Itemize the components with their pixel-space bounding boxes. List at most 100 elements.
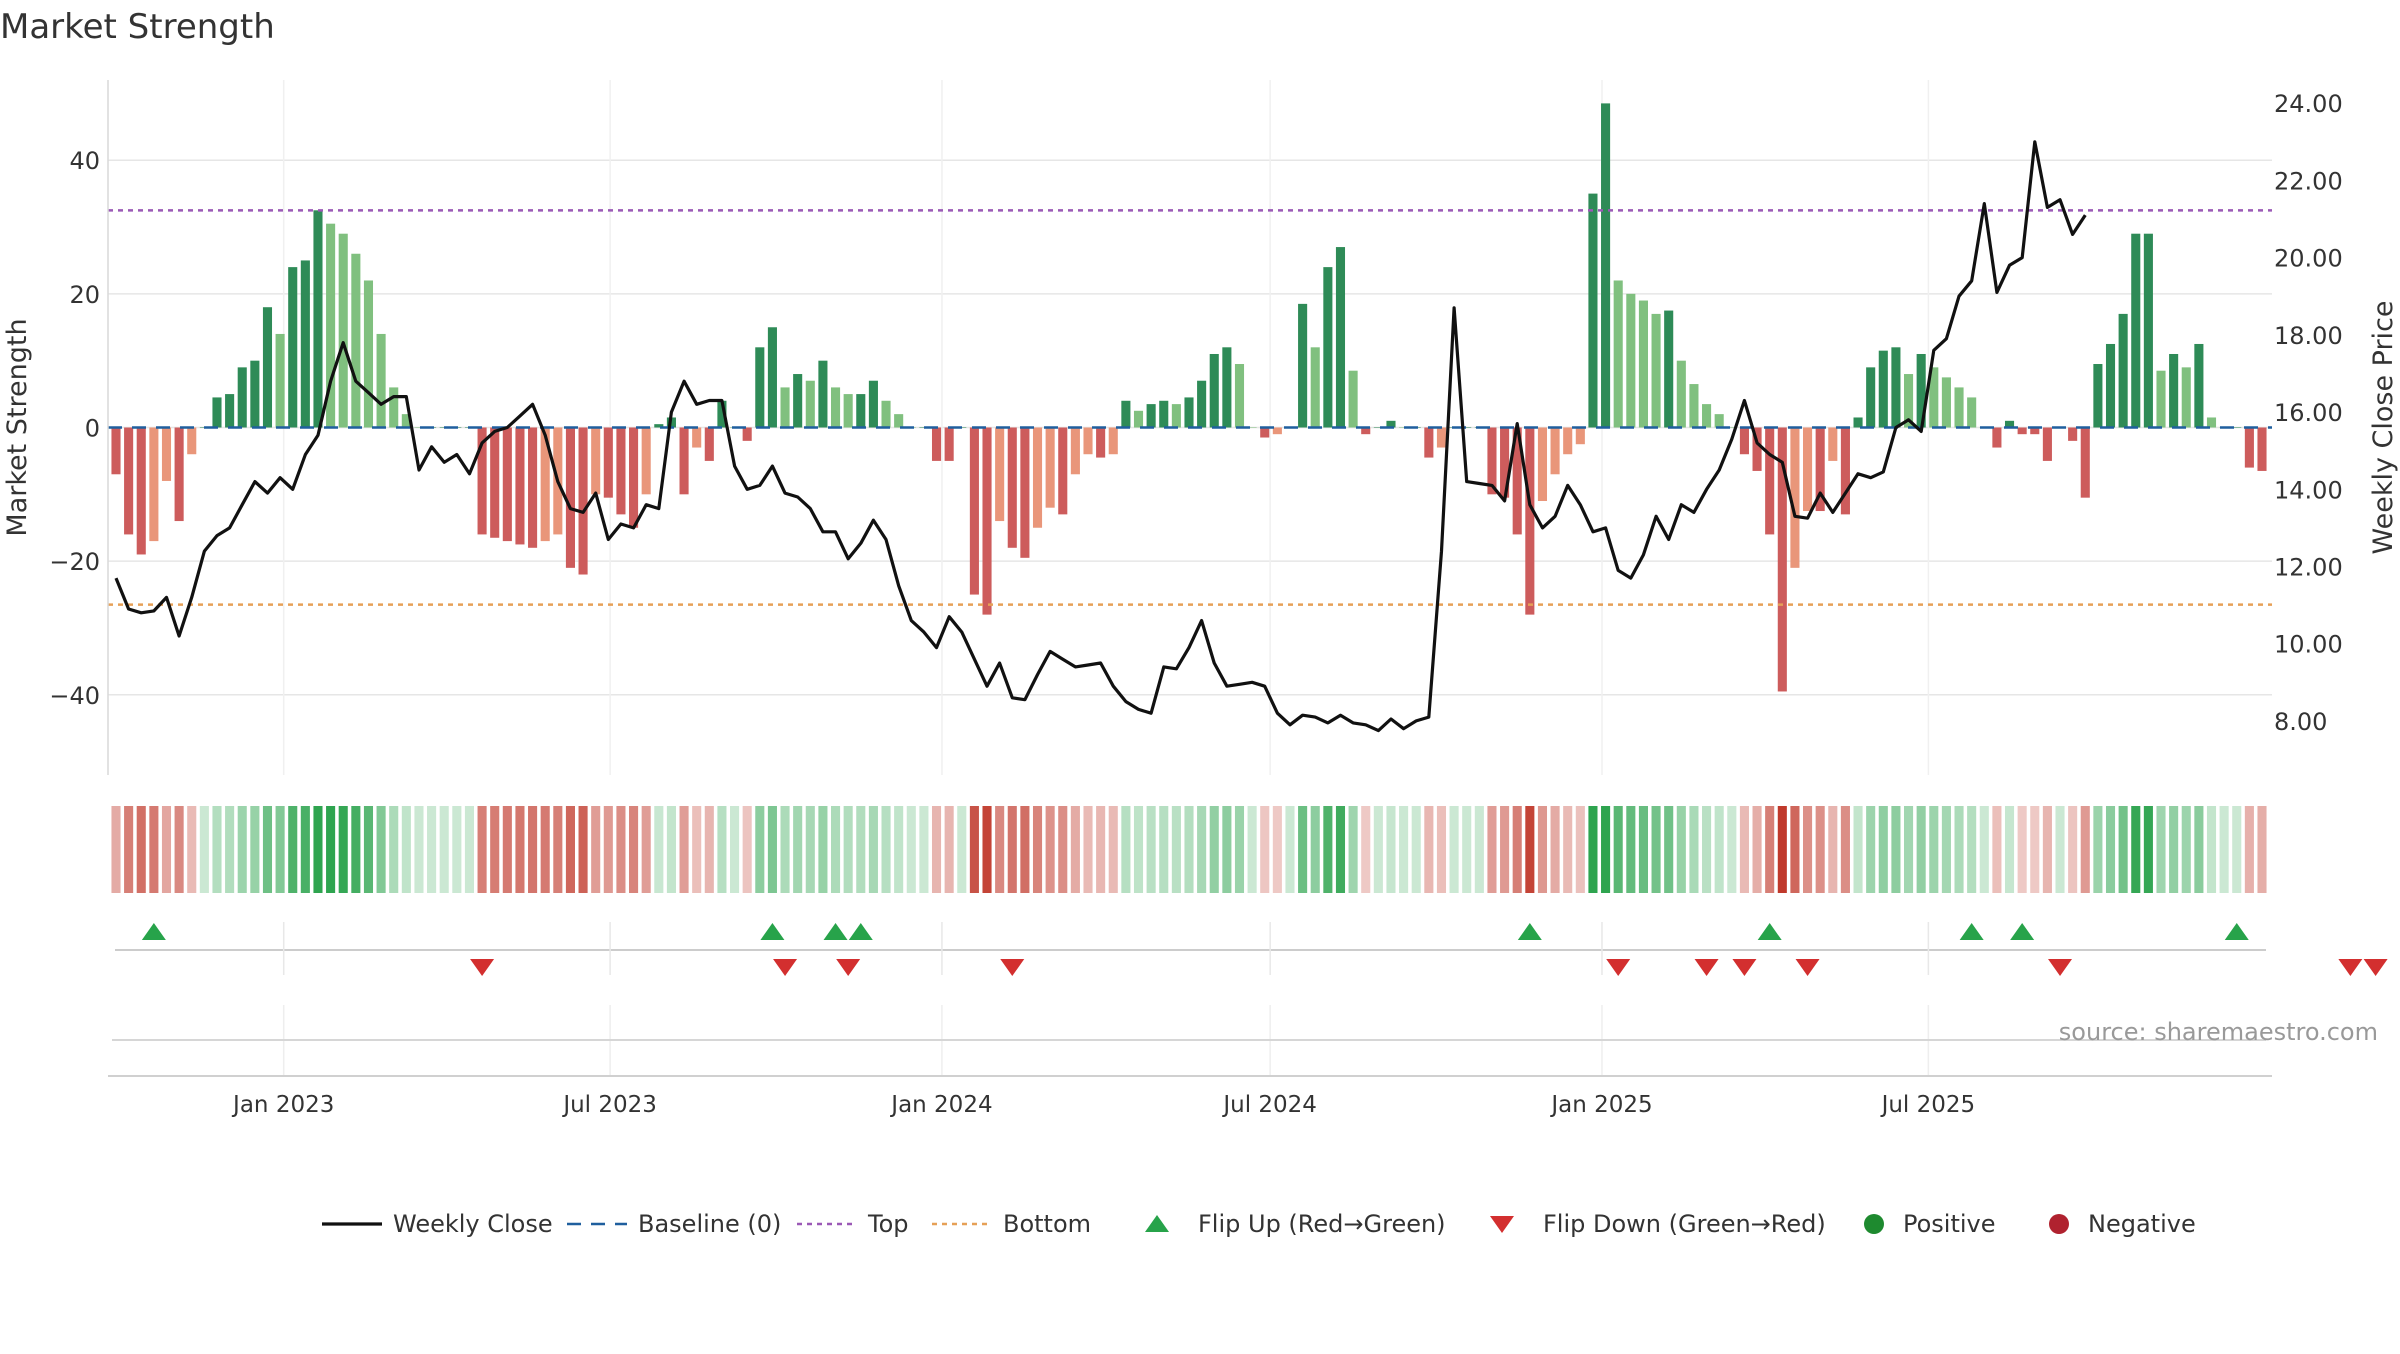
- strength-bar: [995, 427, 1005, 522]
- heat-cell: [427, 806, 437, 893]
- heat-cell: [1399, 806, 1409, 893]
- heat-cell: [1462, 806, 1472, 893]
- strength-bar: [1323, 267, 1333, 428]
- heat-cell: [1790, 806, 1800, 893]
- strength-bar: [1007, 427, 1017, 548]
- heat-cell: [275, 806, 285, 893]
- strength-bar: [1260, 427, 1270, 438]
- strength-bar: [313, 210, 323, 428]
- strength-bar: [856, 394, 866, 428]
- strength-bar: [136, 427, 146, 555]
- flip-down-marker: [2363, 959, 2388, 976]
- legend-item: Bottom: [932, 1210, 1091, 1238]
- heat-cell: [1159, 806, 1169, 893]
- strength-bar: [1929, 367, 1939, 428]
- strength-bar: [1361, 427, 1371, 435]
- strength-bar: [1209, 353, 1219, 428]
- strength-bar: [490, 427, 500, 538]
- y-tick-label-left: −20: [49, 548, 100, 576]
- heat-cell: [2118, 806, 2128, 893]
- heat-cell: [1878, 806, 1888, 893]
- legend-item: Baseline (0): [567, 1210, 781, 1238]
- heat-cell: [1575, 806, 1585, 893]
- strength-bar: [1121, 400, 1131, 428]
- heat-cell: [1777, 806, 1787, 893]
- strength-bar: [515, 427, 525, 545]
- strength-bar: [1512, 427, 1522, 535]
- strength-bar: [1234, 364, 1245, 428]
- strength-bar: [1070, 427, 1080, 475]
- heat-cell: [1601, 806, 1611, 893]
- x-tick-label: Jan 2025: [1549, 1092, 1652, 1118]
- source-note: source: sharemaestro.com: [2059, 1018, 2378, 1046]
- legend-item: Negative: [2049, 1210, 2196, 1238]
- heat-cell: [755, 806, 765, 893]
- strength-bar: [1298, 303, 1308, 428]
- strength-bar: [1500, 427, 1510, 498]
- y-tick-label-right: 16.00: [2274, 399, 2343, 427]
- heat-cell: [1310, 806, 1320, 893]
- heat-cell: [1588, 806, 1598, 893]
- heat-cell: [1626, 806, 1636, 893]
- heat-cell: [1563, 806, 1573, 893]
- heat-cell: [2105, 806, 2116, 893]
- strength-bar: [881, 400, 891, 428]
- reference-lines: [108, 209, 2272, 606]
- strength-bar: [1020, 427, 1030, 558]
- heat-cell: [957, 806, 967, 893]
- heat-cell: [1550, 806, 1560, 893]
- legend-swatch-circle: [2049, 1214, 2069, 1234]
- heat-cell: [1058, 806, 1068, 893]
- heat-cell: [730, 806, 740, 893]
- strength-bar: [2244, 427, 2254, 468]
- heat-cell: [1411, 806, 1421, 893]
- heat-cell: [1007, 806, 1017, 893]
- heat-cell: [2017, 806, 2027, 893]
- heat-cell: [414, 806, 424, 893]
- heat-cell: [338, 806, 348, 893]
- heat-cell: [1689, 806, 1699, 893]
- heat-cell: [1436, 806, 1447, 893]
- y-tick-label-right: 18.00: [2274, 322, 2343, 350]
- heat-cell: [1323, 806, 1333, 893]
- strength-bar: [1601, 103, 1611, 428]
- heat-cell: [2080, 806, 2090, 893]
- heat-cell: [679, 806, 689, 893]
- strength-bar: [2105, 343, 2116, 428]
- flip-down-marker: [470, 959, 495, 976]
- heat-cell: [2169, 806, 2179, 893]
- heat-cell: [1121, 806, 1131, 893]
- strength-bar: [2030, 427, 2040, 435]
- strength-bar: [1184, 397, 1194, 428]
- heat-cell: [1651, 806, 1661, 893]
- strength-bar: [1058, 427, 1068, 515]
- heat-cell: [793, 806, 803, 893]
- heat-cell: [1209, 806, 1219, 893]
- strength-bar: [2194, 343, 2204, 428]
- strength-bar: [641, 427, 651, 495]
- strength-bar: [1903, 374, 1914, 428]
- heat-cell: [111, 806, 121, 893]
- heat-cell: [149, 806, 159, 893]
- legend-label: Negative: [2088, 1210, 2196, 1238]
- strength-bar: [1386, 420, 1396, 428]
- heat-cell: [1853, 806, 1863, 893]
- flip-down-marker: [1606, 959, 1631, 976]
- heat-cell: [1702, 806, 1712, 893]
- heat-cell: [2004, 806, 2015, 893]
- heat-cell: [1967, 806, 1977, 893]
- flip-down-marker: [2048, 959, 2073, 976]
- heat-cell: [780, 806, 790, 893]
- strength-bar: [477, 427, 487, 535]
- heat-cell: [2156, 806, 2166, 893]
- strength-bar: [2042, 427, 2052, 461]
- heat-cell: [376, 806, 386, 893]
- strength-bar: [1550, 427, 1560, 475]
- heat-cell: [717, 806, 727, 893]
- heat-cell: [1525, 806, 1535, 893]
- heat-cell: [1992, 806, 2002, 893]
- heat-cell: [2206, 806, 2217, 893]
- legend-label: Flip Up (Red→Green): [1198, 1210, 1446, 1238]
- heat-cell: [288, 806, 298, 893]
- flip-down-marker: [1732, 959, 1757, 976]
